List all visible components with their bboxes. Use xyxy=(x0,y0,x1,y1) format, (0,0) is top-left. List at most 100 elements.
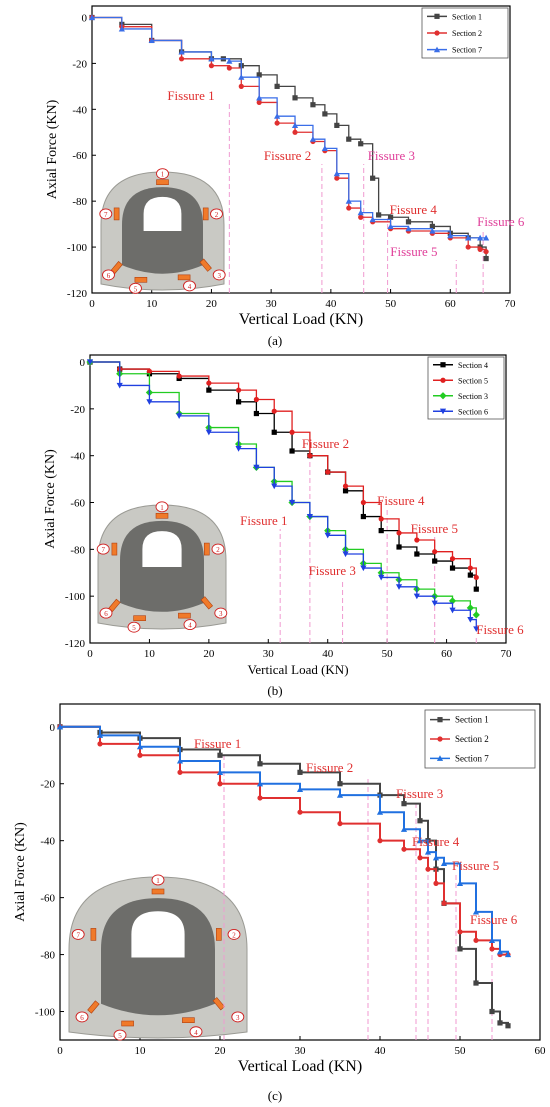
panel-a-data-point xyxy=(256,72,262,78)
panel-a-data-point xyxy=(429,223,435,230)
panel-a-strain-gauge xyxy=(199,258,212,272)
panel-a-tunnel-opening xyxy=(143,196,182,231)
panel-c-data-point xyxy=(297,769,303,775)
panel-b-data-point xyxy=(146,399,153,405)
panel-b-gauge-badge xyxy=(214,607,228,619)
chart-panel-a: 0 10 20 30 40 50 60 70 0 -20 -40 -60 -80 -100 -120 Vert… xyxy=(45,5,525,328)
panel-b-legend-label: Section 4 xyxy=(458,361,488,370)
panel-c-data-point xyxy=(337,820,343,827)
panel-a-y-tick-label: 0 xyxy=(82,12,88,24)
panel-b-x-tick-label: 10 xyxy=(144,648,156,660)
panel-c-tunnel-inset: 1 2 3 4 5 6 7 xyxy=(68,874,248,1041)
panel-b-data-point xyxy=(414,551,420,557)
panel-a-gauge-badge xyxy=(210,208,223,220)
panel-b-data-point xyxy=(473,626,480,633)
panel-b-data-point xyxy=(116,382,123,389)
panel-b-data-point xyxy=(467,572,473,578)
panel-c-gauge-badge xyxy=(113,1029,127,1041)
panel-c-gauge-badge xyxy=(231,1011,245,1023)
panel-a-data-point xyxy=(346,136,352,142)
panel-b-gauge-badge-label: 7 xyxy=(101,546,105,554)
panel-b-data-point xyxy=(206,387,212,393)
panel-a-data-point xyxy=(256,94,263,101)
panel-a-y-axis-label: Axial Force (KN) xyxy=(45,99,60,199)
panel-b-data-point xyxy=(360,499,366,506)
panel-a-gauge-badge-label: 7 xyxy=(104,211,108,219)
panel-a-data-point xyxy=(345,198,352,204)
panel-b-gauge-badge xyxy=(211,543,225,555)
panel-b-data-point xyxy=(449,565,456,571)
panel-c-data-point xyxy=(473,937,479,943)
panel-b-strain-gauge xyxy=(200,596,213,610)
panel-b-data-point xyxy=(206,380,212,386)
panel-c-data-point xyxy=(217,752,223,758)
panel-a-fissure-label: Fissure 2 xyxy=(264,148,311,163)
panel-b-data-point xyxy=(449,607,456,614)
panel-b-data-point xyxy=(271,429,277,435)
panel-b-data-point xyxy=(431,600,438,607)
panel-b-legend-marker xyxy=(439,408,447,415)
panel-b-data-point xyxy=(413,593,420,600)
panel-c-data-point xyxy=(457,946,463,952)
panel-c-data-point xyxy=(376,809,384,815)
panel-c-data-point xyxy=(441,900,447,906)
panel-c-fissure-label: Fissure 1 xyxy=(194,736,241,751)
panel-c-data-point xyxy=(337,781,343,787)
panel-c-data-point xyxy=(488,937,496,943)
panel-c-data-point xyxy=(424,848,432,855)
panel-a-fissure-label: Fissure 6 xyxy=(477,214,525,229)
panel-c-x-tick-label: 20 xyxy=(215,1045,227,1057)
panel-c-strain-gauge xyxy=(121,1020,134,1027)
panel-label-c: (c) xyxy=(267,1088,283,1103)
panel-a-gauge-badge xyxy=(156,168,169,180)
panel-a-data-point xyxy=(292,129,298,135)
panel-a-data-point xyxy=(309,136,317,142)
panel-a-fissure-label: Fissure 5 xyxy=(390,244,437,259)
panel-b-x-tick-label: 30 xyxy=(263,648,275,660)
panel-a-gauge-badge-label: 1 xyxy=(161,171,165,179)
panel-c-gauge-badge xyxy=(151,874,165,886)
panel-a-data-point xyxy=(429,227,436,234)
panel-b-fissure-label: Fissure 5 xyxy=(411,521,458,536)
panel-a-y-tick-label: -40 xyxy=(72,104,87,116)
panel-b-data-point xyxy=(473,574,479,581)
panel-b-data-point xyxy=(288,499,296,506)
panel-b-data-point xyxy=(467,565,473,571)
panel-b-data-point xyxy=(378,574,385,581)
panel-a-data-point xyxy=(358,214,364,220)
panel-b-data-point xyxy=(473,586,479,592)
panel-c-data-point xyxy=(96,732,104,738)
panel-b-gauge-badge-label: 1 xyxy=(160,504,164,512)
panel-c-data-point xyxy=(416,837,424,844)
panel-b-data-point xyxy=(253,410,259,417)
panel-b-data-point xyxy=(307,453,313,459)
panel-b-strain-gauge xyxy=(178,612,191,619)
panel-a-series-section-7 xyxy=(88,14,490,241)
panel-b-series-section-6 xyxy=(86,359,480,633)
panel-a-data-point xyxy=(483,234,490,241)
panel-c-data-point xyxy=(496,948,504,955)
panel-a-data-point xyxy=(477,246,483,252)
panel-b-data-point xyxy=(378,528,384,534)
panel-b-gauge-badge xyxy=(155,501,169,513)
panel-c-x-tick-label: 30 xyxy=(295,1045,307,1057)
panel-c-series-section-7 xyxy=(56,723,512,958)
panel-b-y-tick-label: -20 xyxy=(70,404,85,416)
panel-c-data-point xyxy=(425,866,431,872)
panel-b-data-point xyxy=(342,488,349,494)
panel-b-y-tick-label: -120 xyxy=(65,638,86,650)
panel-c-fissure-label: Fissure 6 xyxy=(470,912,518,927)
panel-c-gauge-badge-label: 2 xyxy=(232,931,236,939)
panel-c-gauge-badge xyxy=(189,1026,203,1038)
panel-a-data-point xyxy=(376,212,382,218)
panel-b-tunnel-opening xyxy=(142,531,182,567)
panel-b-data-point xyxy=(176,413,183,419)
panel-b-strain-gauge xyxy=(204,542,210,556)
panel-b-y-tick-label: -60 xyxy=(70,498,85,510)
panel-a-legend-label: Section 1 xyxy=(452,12,482,21)
panel-a-data-point xyxy=(477,234,484,241)
panel-a-data-point xyxy=(357,209,364,216)
panel-a-data-point xyxy=(358,141,364,147)
panel-a-gauge-badge-label: 4 xyxy=(188,283,192,291)
panel-c-data-point xyxy=(440,860,448,867)
